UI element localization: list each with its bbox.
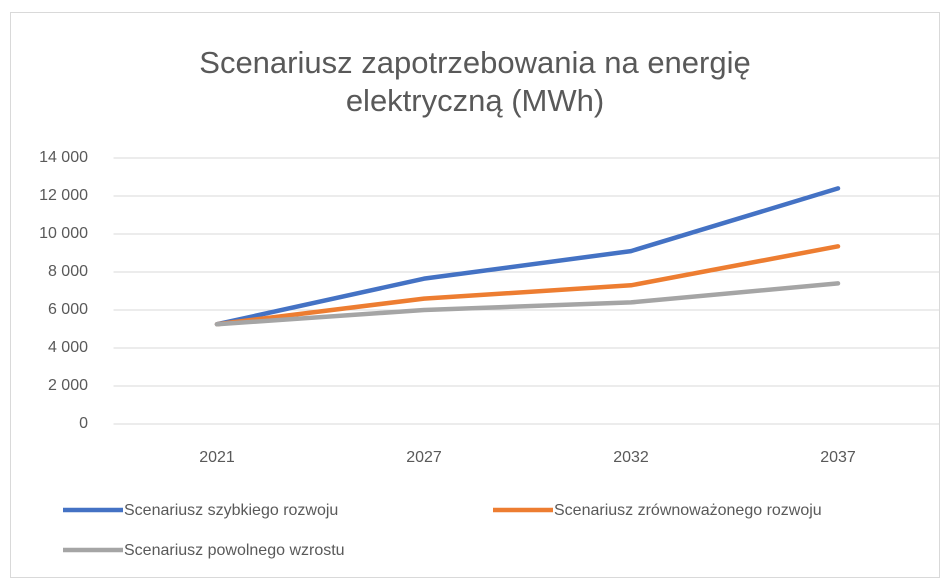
- x-tick-label: 2037: [820, 449, 856, 466]
- y-tick-label: 10 000: [39, 225, 88, 242]
- series-line: [214, 281, 841, 327]
- y-tick-label: 2 000: [48, 377, 88, 394]
- y-tick-label: 4 000: [48, 339, 88, 356]
- legend-label: Scenariusz powolnego wzrostu: [124, 542, 345, 559]
- x-tick-label: 2027: [406, 449, 442, 466]
- legend-label: Scenariusz szybkiego rozwoju: [124, 502, 338, 519]
- chart-title: Scenariusz zapotrzebowania na energię el…: [199, 45, 751, 118]
- x-tick-label: 2021: [199, 449, 235, 466]
- y-tick-label: 14 000: [39, 149, 88, 166]
- series-line: [214, 186, 841, 327]
- x-tick-label: 2032: [613, 449, 649, 466]
- y-tick-label: 8 000: [48, 263, 88, 280]
- series-line: [214, 244, 841, 327]
- y-tick-label: 12 000: [39, 187, 88, 204]
- y-tick-label: 0: [79, 415, 88, 432]
- legend-label: Scenariusz zrównoważonego rozwoju: [554, 502, 822, 519]
- y-tick-label: 6 000: [48, 301, 88, 318]
